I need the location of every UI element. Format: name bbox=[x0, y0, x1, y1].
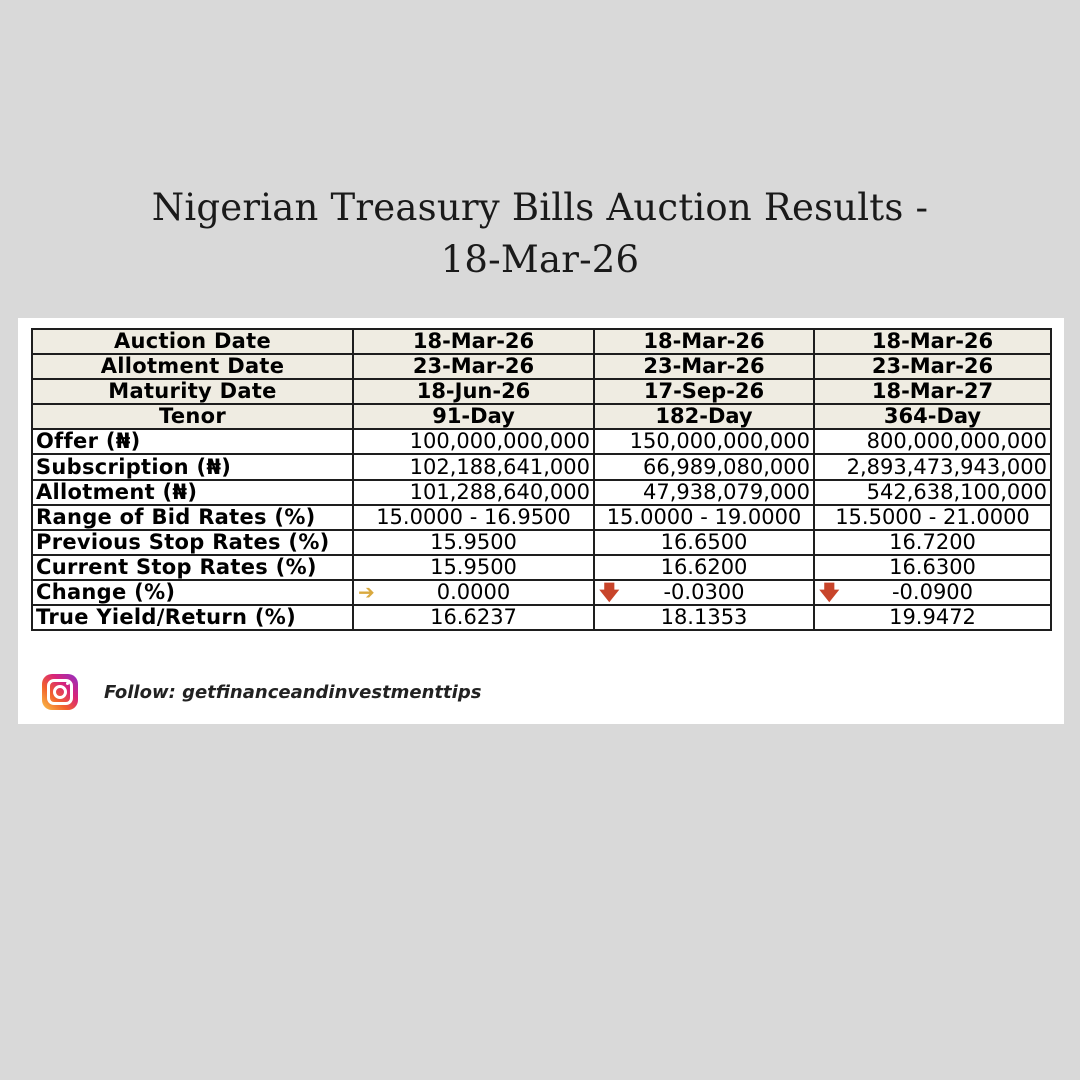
table-cell: 16.7200 bbox=[813, 528, 1052, 556]
table-cell: 18-Jun-26 bbox=[352, 378, 595, 406]
auction-results-table: Auction Date 18-Mar-26 18-Mar-26 18-Mar-… bbox=[31, 327, 1052, 632]
row-label: Previous Stop Rates (%) bbox=[31, 528, 354, 556]
change-value: -0.0300 bbox=[663, 579, 745, 604]
row-label: Change (%) bbox=[31, 578, 354, 607]
table-cell: 17-Sep-26 bbox=[593, 378, 815, 406]
table-cell: 102,188,641,000 bbox=[352, 453, 595, 481]
table-cell: 16.6200 bbox=[593, 553, 815, 581]
table-cell: 23-Mar-26 bbox=[352, 353, 595, 381]
table-cell: 18-Mar-26 bbox=[813, 327, 1052, 356]
table-cell: 91-Day bbox=[352, 403, 595, 431]
table-cell: ➔ 0.0000 bbox=[352, 578, 595, 607]
follow-text: Follow: getfinanceandinvestmenttips bbox=[104, 681, 482, 703]
table-row-range-of-bid-rates: Range of Bid Rates (%) 15.0000 - 16.9500… bbox=[31, 503, 1052, 531]
table-row-maturity-date: Maturity Date 18-Jun-26 17-Sep-26 18-Mar… bbox=[31, 378, 1052, 406]
table-cell: 15.9500 bbox=[352, 553, 595, 581]
table-cell: 19.9472 bbox=[813, 604, 1052, 632]
change-value: 0.0000 bbox=[436, 579, 511, 604]
row-label: Offer (₦) bbox=[31, 428, 354, 456]
table-row-subscription: Subscription (₦) 102,188,641,000 66,989,… bbox=[31, 453, 1052, 481]
row-label: Auction Date bbox=[31, 327, 354, 356]
page-title: Nigerian Treasury Bills Auction Results … bbox=[0, 182, 1080, 286]
table-cell: 100,000,000,000 bbox=[352, 428, 595, 456]
arrow-down-icon: 🡇 bbox=[599, 579, 620, 604]
table-cell: 18-Mar-26 bbox=[593, 327, 815, 356]
row-label: True Yield/Return (%) bbox=[31, 604, 354, 632]
table-cell: 150,000,000,000 bbox=[593, 428, 815, 456]
row-label: Allotment Date bbox=[31, 353, 354, 381]
table-cell: 16.6300 bbox=[813, 553, 1052, 581]
follow-footer: Follow: getfinanceandinvestmenttips bbox=[42, 672, 481, 712]
table-row-allotment-date: Allotment Date 23-Mar-26 23-Mar-26 23-Ma… bbox=[31, 353, 1052, 381]
table-cell: 23-Mar-26 bbox=[813, 353, 1052, 381]
row-label: Current Stop Rates (%) bbox=[31, 553, 354, 581]
table-cell: 15.5000 - 21.0000 bbox=[813, 503, 1052, 531]
change-value: -0.0900 bbox=[891, 579, 974, 604]
arrow-down-icon: 🡇 bbox=[819, 579, 840, 604]
table-row-tenor: Tenor 91-Day 182-Day 364-Day bbox=[31, 403, 1052, 431]
table-row-previous-stop-rates: Previous Stop Rates (%) 15.9500 16.6500 … bbox=[31, 528, 1052, 556]
table-cell: 800,000,000,000 bbox=[813, 428, 1052, 456]
table-cell: 15.0000 - 16.9500 bbox=[352, 503, 595, 531]
title-line-2: 18-Mar-26 bbox=[440, 238, 640, 281]
table-row-auction-date: Auction Date 18-Mar-26 18-Mar-26 18-Mar-… bbox=[31, 327, 1052, 356]
row-label: Allotment (₦) bbox=[31, 478, 354, 506]
table-cell: 16.6237 bbox=[352, 604, 595, 632]
row-label: Tenor bbox=[31, 403, 354, 431]
table-cell: 🡇 -0.0900 bbox=[813, 578, 1052, 607]
table-cell: 364-Day bbox=[813, 403, 1052, 431]
table-row-true-yield: True Yield/Return (%) 16.6237 18.1353 19… bbox=[31, 604, 1052, 632]
row-label: Maturity Date bbox=[31, 378, 354, 406]
table-cell: 16.6500 bbox=[593, 528, 815, 556]
table-cell: 15.9500 bbox=[352, 528, 595, 556]
table-row-allotment: Allotment (₦) 101,288,640,000 47,938,079… bbox=[31, 478, 1052, 506]
row-label: Subscription (₦) bbox=[31, 453, 354, 481]
table-cell: 🡇 -0.0300 bbox=[593, 578, 815, 607]
table-cell: 47,938,079,000 bbox=[593, 478, 815, 506]
table-row-offer: Offer (₦) 100,000,000,000 150,000,000,00… bbox=[31, 428, 1052, 456]
table-cell: 101,288,640,000 bbox=[352, 478, 595, 506]
table-cell: 18.1353 bbox=[593, 604, 815, 632]
row-label: Range of Bid Rates (%) bbox=[31, 503, 354, 531]
table-row-current-stop-rates: Current Stop Rates (%) 15.9500 16.6200 1… bbox=[31, 553, 1052, 581]
table-row-change: Change (%) ➔ 0.0000 🡇 -0.0300 🡇 -0.0900 bbox=[31, 578, 1052, 607]
arrow-right-icon: ➔ bbox=[358, 579, 375, 604]
table-cell: 542,638,100,000 bbox=[813, 478, 1052, 506]
results-card: Auction Date 18-Mar-26 18-Mar-26 18-Mar-… bbox=[18, 318, 1064, 724]
table-cell: 2,893,473,943,000 bbox=[813, 453, 1052, 481]
table-cell: 23-Mar-26 bbox=[593, 353, 815, 381]
table-cell: 18-Mar-27 bbox=[813, 378, 1052, 406]
table-cell: 182-Day bbox=[593, 403, 815, 431]
table-cell: 15.0000 - 19.0000 bbox=[593, 503, 815, 531]
table-cell: 18-Mar-26 bbox=[352, 327, 595, 356]
instagram-icon bbox=[42, 674, 78, 710]
title-line-1: Nigerian Treasury Bills Auction Results … bbox=[151, 186, 929, 229]
table-cell: 66,989,080,000 bbox=[593, 453, 815, 481]
